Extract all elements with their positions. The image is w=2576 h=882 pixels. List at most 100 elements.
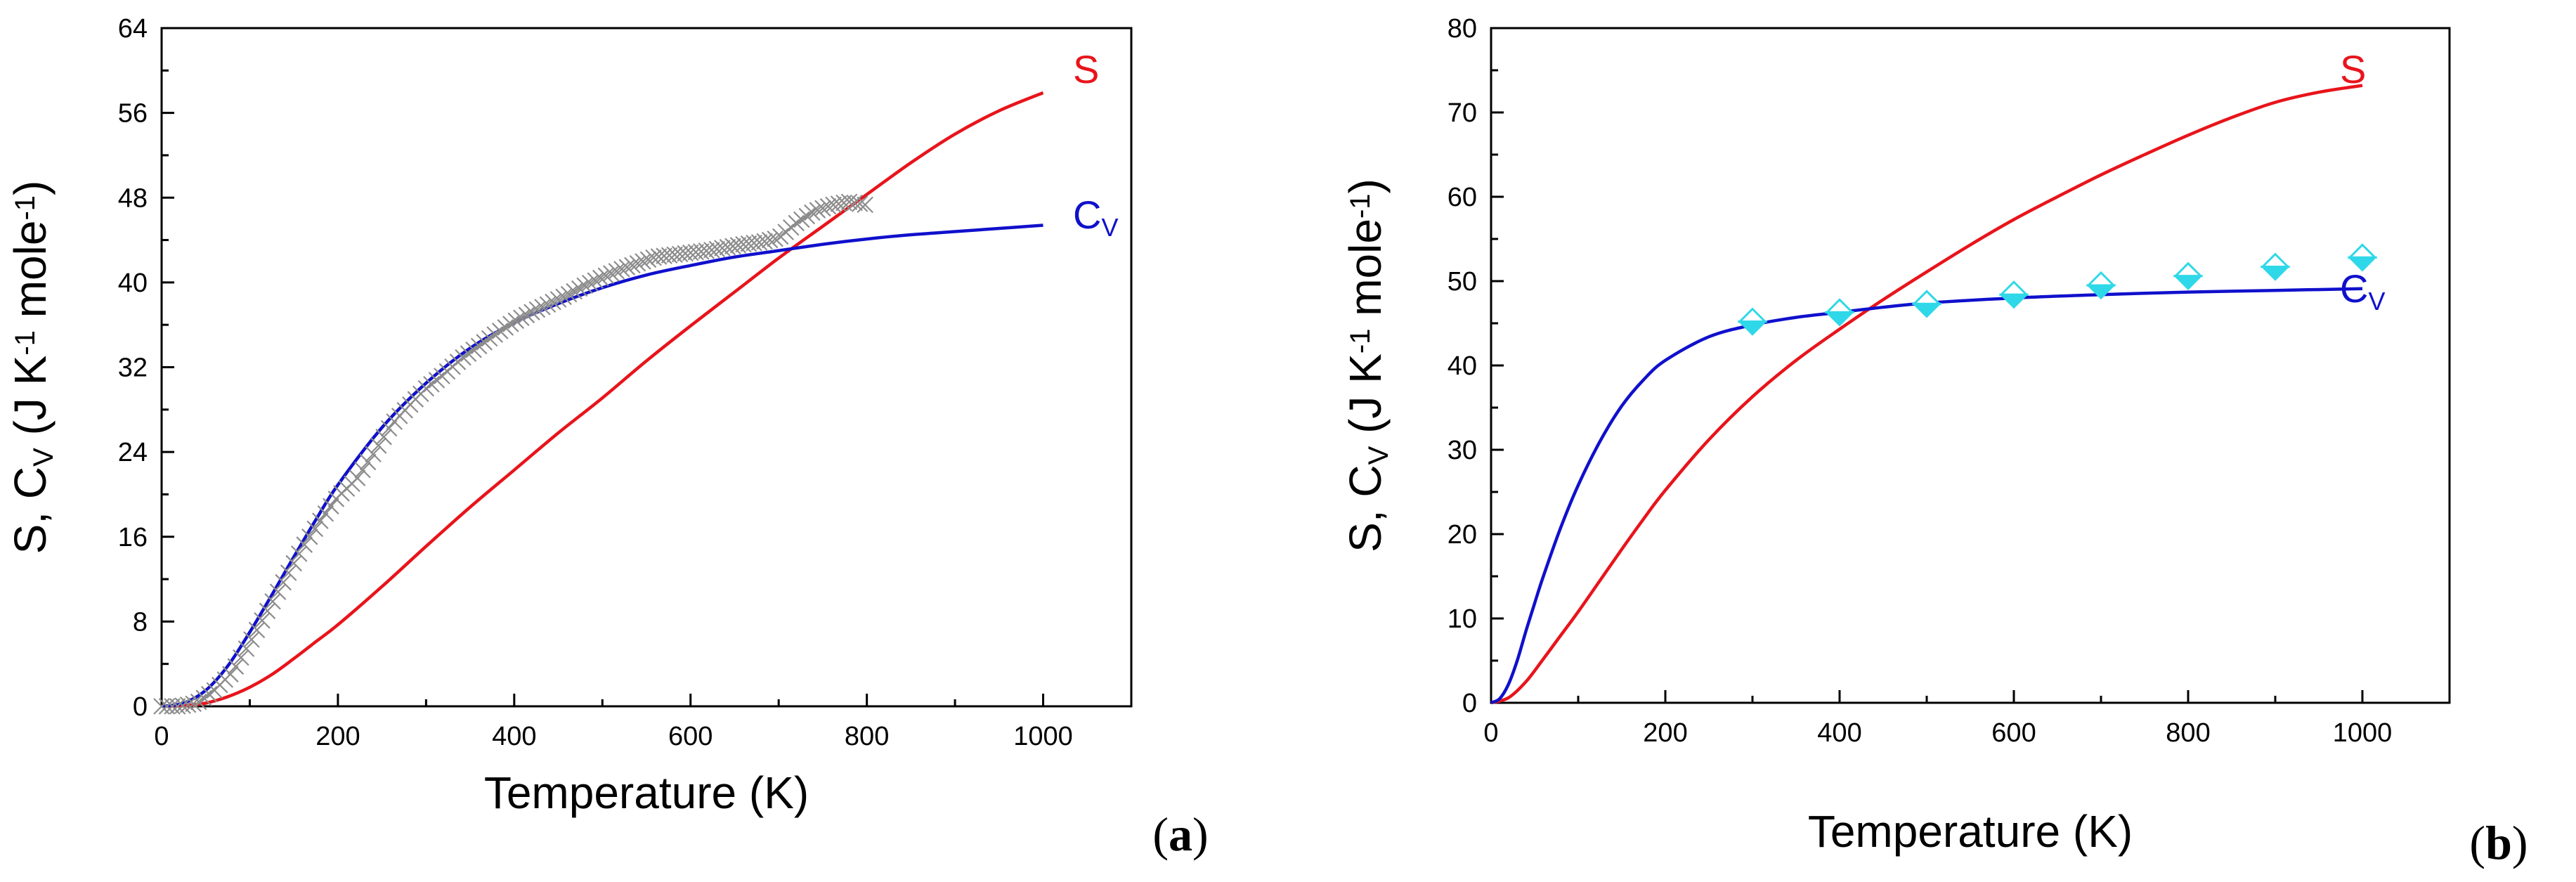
data-point — [1911, 290, 1942, 305]
data-point — [555, 288, 572, 306]
y-tick-label: 60 — [1448, 183, 1477, 212]
data-point — [317, 505, 334, 522]
data-point — [470, 337, 488, 355]
data-point — [624, 257, 641, 274]
series-label-s: S — [1073, 47, 1099, 91]
data-point — [539, 296, 557, 313]
data-point — [481, 330, 498, 347]
data-point — [513, 309, 530, 327]
data-point — [1824, 311, 1855, 327]
data-point — [830, 195, 847, 212]
data-point — [846, 194, 863, 212]
data-point — [502, 316, 519, 332]
y-tick-label: 0 — [133, 692, 148, 722]
data-point — [354, 461, 371, 479]
y-tick-label: 40 — [1448, 351, 1477, 381]
data-point — [613, 261, 630, 278]
x-tick-label: 400 — [1817, 718, 1861, 748]
data-point — [587, 272, 604, 289]
data-point — [703, 241, 720, 259]
data-point — [491, 323, 509, 339]
data-point — [518, 306, 535, 323]
data-point — [645, 249, 662, 266]
data-point — [819, 197, 837, 215]
data-point — [222, 666, 239, 683]
data-point — [476, 334, 493, 351]
x-tick-label: 200 — [316, 722, 360, 751]
data-point — [2347, 256, 2378, 272]
y-tick-label: 48 — [118, 183, 148, 213]
y-tick-label: 20 — [1448, 520, 1477, 550]
data-point — [380, 420, 398, 437]
data-point — [597, 267, 615, 285]
series-label-c_v: CV — [2340, 266, 2385, 316]
plot-frame — [160, 27, 1133, 708]
data-point — [804, 204, 821, 221]
y-tick-label: 0 — [1462, 689, 1477, 718]
y-tick-label: 16 — [118, 523, 148, 552]
data-point — [825, 196, 842, 214]
data-point — [581, 275, 599, 292]
x-axis-label: Temperature (K) — [1808, 806, 2133, 857]
y-tick-label: 32 — [118, 354, 148, 383]
x-tick-label: 800 — [845, 722, 889, 751]
data-point — [2086, 271, 2116, 287]
data-point — [285, 555, 302, 572]
data-point — [359, 453, 377, 471]
x-tick-label: 200 — [1643, 718, 1687, 748]
y-axis-label: S, CV (J K-1 mole-1) — [5, 181, 59, 555]
data-point — [693, 243, 710, 260]
data-point — [2260, 252, 2291, 268]
y-axis-label: S, CV (J K-1 mole-1) — [1340, 179, 1394, 552]
data-point — [174, 697, 191, 714]
data-point — [851, 195, 869, 212]
data-point — [2260, 266, 2291, 281]
data-point — [724, 238, 741, 255]
panel-label: (b) — [2469, 816, 2528, 869]
data-point — [857, 196, 873, 214]
data-point — [375, 428, 392, 446]
chart-panel-a: 0 200 400 600 800 1000 0 8 16 24 32 40 48 56 64 Tempera… — [5, 14, 1209, 861]
x-tick-label: 0 — [1483, 718, 1498, 748]
data-point — [708, 240, 726, 258]
data-point — [809, 202, 826, 219]
data-point — [185, 695, 202, 713]
x-tick-label: 400 — [492, 722, 536, 751]
data-point — [788, 214, 805, 232]
data-point — [566, 283, 583, 300]
data-point — [545, 293, 561, 311]
data-point — [698, 242, 715, 259]
series-line-c_v — [161, 223, 1043, 708]
data-point — [486, 326, 503, 343]
data-point — [269, 583, 287, 600]
x-axis-label: Temperature (K) — [484, 767, 809, 818]
data-point — [301, 528, 318, 545]
x-tick-label: 1000 — [1013, 722, 1073, 751]
data-point — [523, 304, 540, 320]
data-point — [814, 200, 831, 217]
data-point — [179, 696, 197, 713]
data-point — [1737, 307, 1768, 323]
data-point — [312, 512, 329, 529]
panel-label: (a) — [1152, 808, 1208, 861]
series-line-s — [161, 91, 1044, 708]
data-point — [370, 437, 387, 454]
data-point — [1998, 293, 2029, 309]
data-point — [1998, 280, 2029, 296]
data-point — [608, 263, 625, 280]
data-point — [264, 592, 281, 610]
x-tick-label: 0 — [154, 722, 169, 751]
series-label-c_v: CV — [1073, 193, 1118, 242]
y-tick-label: 50 — [1448, 267, 1477, 297]
data-point — [497, 319, 514, 336]
data-point — [2173, 261, 2204, 278]
data-point — [465, 341, 482, 358]
y-tick-label: 8 — [133, 607, 148, 637]
data-point — [323, 498, 339, 515]
x-tick-label: 600 — [1991, 718, 2036, 748]
data-point — [200, 686, 218, 703]
data-point — [840, 193, 858, 211]
series-line-c_v — [1490, 287, 2363, 705]
y-tick-label: 56 — [118, 99, 148, 129]
